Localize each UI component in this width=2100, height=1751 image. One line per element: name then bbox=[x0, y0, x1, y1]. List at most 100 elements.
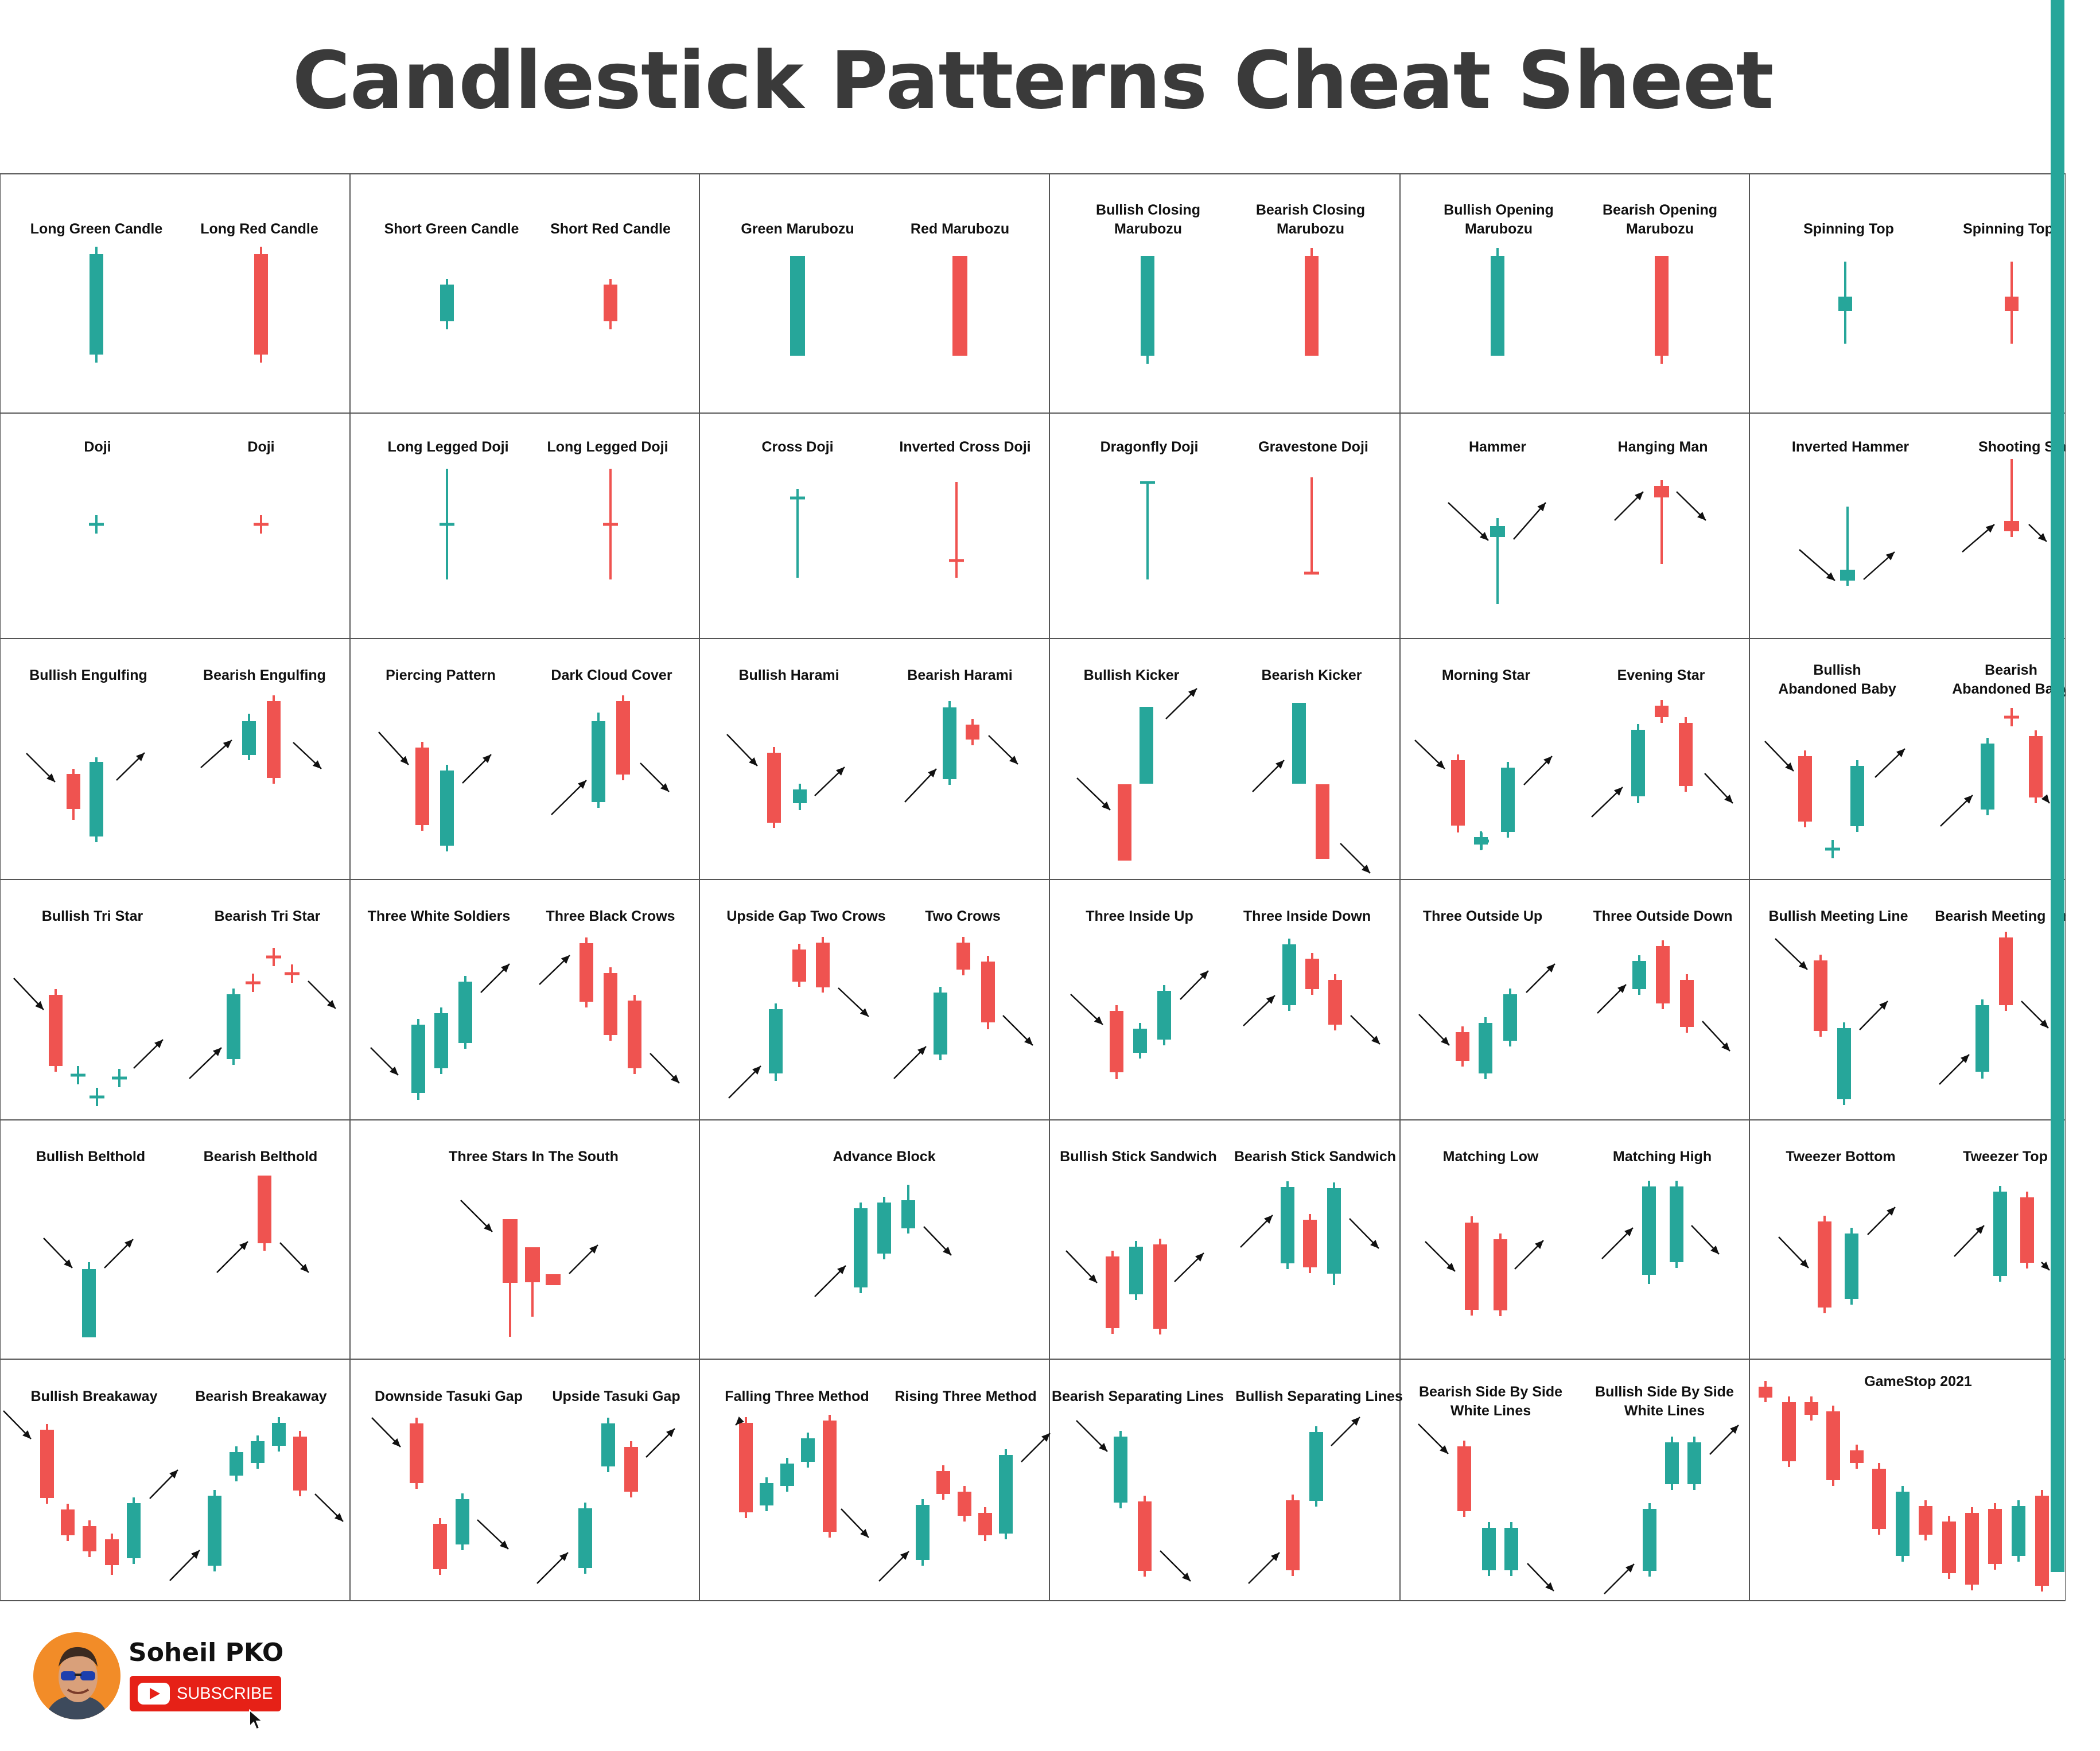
doji bbox=[89, 515, 104, 534]
candle bbox=[1680, 974, 1694, 1033]
candle-body bbox=[456, 1499, 469, 1544]
candle-body bbox=[1153, 1244, 1167, 1329]
trend-arrow bbox=[728, 1065, 761, 1099]
pattern-label: Evening Star bbox=[1617, 667, 1705, 683]
avatar-face-icon bbox=[33, 1632, 120, 1719]
cheat-sheet: Long Green Candle Long Red Candle Short Gr… bbox=[0, 173, 2066, 1601]
candle bbox=[1988, 1503, 2002, 1570]
candle-body bbox=[1631, 730, 1645, 796]
pattern-label: Bearish Engulfing bbox=[203, 667, 326, 683]
candle bbox=[578, 1503, 592, 1574]
candle bbox=[816, 937, 830, 993]
candle-body bbox=[1759, 1387, 1772, 1398]
candle-body bbox=[1850, 1450, 1864, 1463]
candle-body bbox=[978, 1513, 992, 1535]
trend-arrow bbox=[1076, 777, 1111, 811]
pattern-label: Inverted Hammer bbox=[1792, 439, 1910, 455]
trend-arrow bbox=[1240, 1215, 1273, 1248]
trend-arrow bbox=[1523, 756, 1553, 785]
arrow-head bbox=[1436, 760, 1445, 769]
candle-body bbox=[628, 1001, 641, 1068]
pattern-label: Bearish Kicker bbox=[1261, 667, 1362, 683]
candle bbox=[916, 1499, 930, 1566]
trend-arrow bbox=[1350, 1015, 1380, 1045]
candle-body bbox=[458, 982, 472, 1043]
trend-arrow bbox=[1604, 1563, 1635, 1594]
candle bbox=[1818, 1216, 1831, 1313]
candle bbox=[877, 1197, 891, 1259]
pattern-label: Long Green Candle bbox=[30, 221, 163, 237]
candle bbox=[1679, 717, 1693, 792]
candle-body bbox=[1138, 1501, 1152, 1571]
candle bbox=[1153, 1239, 1167, 1334]
pattern-label: Bullish Breakaway bbox=[31, 1388, 158, 1404]
candle-body bbox=[1129, 1247, 1143, 1294]
pattern-label: Bullish Tri Star bbox=[42, 908, 143, 924]
arrow-head bbox=[499, 1540, 508, 1549]
trend-arrow bbox=[650, 1053, 680, 1084]
trend-arrow bbox=[1962, 524, 1995, 552]
candle-body bbox=[83, 1526, 96, 1551]
candle bbox=[1759, 1381, 1772, 1402]
candle-body bbox=[592, 721, 605, 802]
pattern-label: Bearish Tri Star bbox=[215, 908, 321, 924]
candle-body bbox=[1632, 961, 1646, 989]
candle bbox=[1840, 507, 1855, 586]
arrow-head bbox=[1975, 1225, 1984, 1235]
trend-arrow bbox=[477, 1519, 509, 1550]
candle bbox=[769, 1003, 783, 1081]
arrow-head bbox=[1879, 1001, 1888, 1010]
candle bbox=[411, 1019, 425, 1100]
trend-arrow bbox=[893, 1046, 927, 1079]
arrow-head bbox=[589, 1245, 598, 1254]
trend-arrow bbox=[1414, 740, 1445, 769]
pattern-label: Gravestone Doji bbox=[1258, 439, 1368, 455]
candle bbox=[1106, 1251, 1119, 1334]
candle-body bbox=[943, 707, 956, 779]
pattern-label: Doji bbox=[84, 439, 111, 455]
candle bbox=[1687, 1437, 1701, 1490]
arrow-head bbox=[154, 1040, 163, 1048]
arrow-head bbox=[736, 1417, 744, 1425]
candle-body bbox=[1993, 1192, 2007, 1276]
candle bbox=[1129, 1241, 1143, 1300]
candle-body bbox=[916, 1505, 930, 1560]
doji bbox=[603, 469, 618, 579]
arrow-head bbox=[300, 1263, 309, 1273]
pattern-label: Bearish Opening Marubozu bbox=[1603, 202, 1717, 237]
candle bbox=[1632, 955, 1646, 995]
candle bbox=[592, 713, 605, 808]
trend-arrow bbox=[1691, 1225, 1720, 1255]
candle-body bbox=[82, 1269, 96, 1337]
candle bbox=[90, 757, 103, 842]
candle bbox=[1110, 1005, 1123, 1079]
candle-body bbox=[2020, 1197, 2034, 1263]
candle-body bbox=[1654, 486, 1669, 497]
author-badge[interactable]: Soheil PKO SUBSCRIBE bbox=[33, 1632, 309, 1730]
pattern-label: Bullish Opening Marubozu bbox=[1444, 202, 1554, 237]
candle-body bbox=[767, 753, 781, 823]
arrow-head bbox=[1200, 971, 1208, 980]
trend-arrow bbox=[1418, 1423, 1449, 1454]
candle bbox=[1670, 1181, 1683, 1268]
candle bbox=[1451, 754, 1465, 832]
trend-arrow bbox=[1859, 1001, 1888, 1030]
candle-body bbox=[780, 1464, 794, 1486]
trend-arrow bbox=[726, 734, 758, 766]
trend-arrow bbox=[1775, 938, 1808, 970]
subscribe-button[interactable]: SUBSCRIBE bbox=[130, 1676, 281, 1711]
candle-body bbox=[61, 1509, 75, 1535]
trend-arrow bbox=[189, 1047, 222, 1079]
candle bbox=[1631, 724, 1645, 803]
trend-arrow bbox=[3, 1410, 32, 1439]
arrow-head bbox=[835, 767, 845, 776]
candle-body bbox=[1282, 944, 1296, 1005]
candle bbox=[272, 1417, 286, 1452]
candle-body bbox=[1157, 991, 1171, 1040]
trend-arrow bbox=[1165, 688, 1197, 719]
candle bbox=[251, 1435, 265, 1469]
trend-arrow bbox=[460, 1200, 493, 1232]
candle bbox=[624, 1441, 638, 1497]
arrow-head bbox=[1826, 572, 1835, 581]
trend-arrow bbox=[1709, 1425, 1739, 1455]
